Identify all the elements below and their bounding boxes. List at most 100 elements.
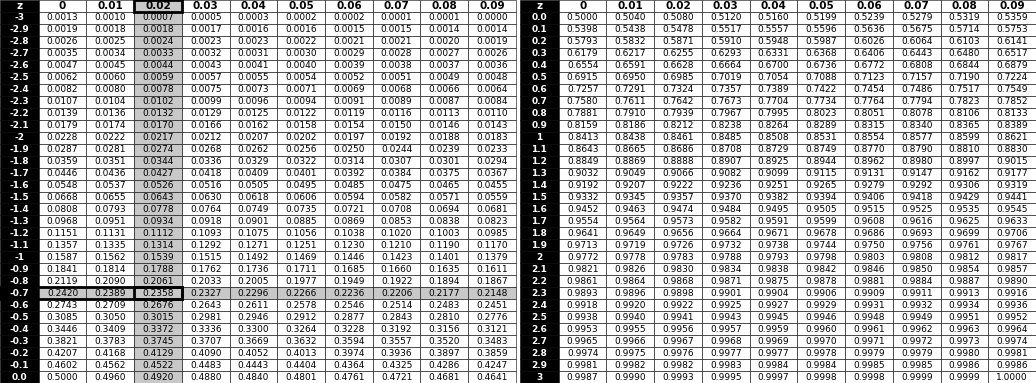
- Text: 0.5948: 0.5948: [757, 38, 789, 46]
- Bar: [606, 287, 654, 299]
- Text: 0.9932: 0.9932: [901, 301, 932, 310]
- Bar: [468, 48, 516, 60]
- Text: 0.0069: 0.0069: [334, 85, 365, 94]
- Text: 0.9345: 0.9345: [614, 193, 646, 202]
- Text: 0.9971: 0.9971: [854, 337, 885, 345]
- Bar: [373, 60, 421, 72]
- Text: 0.8869: 0.8869: [614, 157, 646, 166]
- Text: 0.9983: 0.9983: [710, 360, 742, 370]
- Bar: [421, 12, 468, 24]
- Text: 0.1038: 0.1038: [334, 229, 365, 238]
- Text: 0.9693: 0.9693: [901, 229, 932, 238]
- Bar: [702, 203, 750, 215]
- Text: 0.2119: 0.2119: [47, 277, 79, 286]
- Bar: [750, 96, 798, 108]
- Bar: [654, 0, 702, 12]
- Bar: [468, 192, 516, 203]
- Text: 0.9864: 0.9864: [614, 277, 646, 286]
- Bar: [750, 84, 798, 96]
- Text: 0.7995: 0.7995: [757, 109, 789, 118]
- Bar: [893, 168, 941, 180]
- Bar: [750, 239, 798, 251]
- Bar: [750, 287, 798, 299]
- Text: 0.8133: 0.8133: [997, 109, 1028, 118]
- Text: 0.1660: 0.1660: [381, 265, 412, 274]
- Bar: [134, 144, 182, 155]
- Text: 0.2148: 0.2148: [477, 289, 508, 298]
- Text: 0.9812: 0.9812: [949, 253, 980, 262]
- Bar: [558, 155, 606, 168]
- Bar: [278, 36, 325, 48]
- Text: 0.3409: 0.3409: [94, 325, 126, 334]
- Text: -2.4: -2.4: [9, 85, 29, 94]
- Bar: [988, 371, 1036, 383]
- Text: 0.0262: 0.0262: [238, 145, 269, 154]
- Text: -0.3: -0.3: [9, 337, 29, 345]
- Text: 0.0049: 0.0049: [429, 73, 460, 82]
- Text: 0.6026: 0.6026: [854, 38, 885, 46]
- Text: 0.7123: 0.7123: [854, 73, 885, 82]
- Text: 0.3156: 0.3156: [429, 325, 460, 334]
- Bar: [988, 228, 1036, 239]
- Bar: [278, 347, 325, 359]
- Bar: [941, 108, 988, 119]
- Text: 0.9744: 0.9744: [806, 241, 837, 250]
- Text: 0.8023: 0.8023: [806, 109, 837, 118]
- Bar: [134, 287, 182, 299]
- Bar: [230, 60, 278, 72]
- Text: 2.5: 2.5: [531, 313, 547, 322]
- Bar: [278, 132, 325, 144]
- Text: 0.9968: 0.9968: [710, 337, 742, 345]
- Text: 0.4052: 0.4052: [238, 349, 269, 358]
- Bar: [182, 96, 230, 108]
- Bar: [134, 287, 182, 299]
- Text: 0.6: 0.6: [531, 85, 547, 94]
- Bar: [86, 228, 134, 239]
- Bar: [893, 275, 941, 287]
- Text: 0.0019: 0.0019: [477, 38, 508, 46]
- Text: 0.0485: 0.0485: [334, 181, 365, 190]
- Bar: [230, 180, 278, 192]
- Bar: [134, 108, 182, 119]
- Bar: [893, 119, 941, 132]
- Bar: [182, 228, 230, 239]
- Bar: [654, 60, 702, 72]
- Text: 0.9817: 0.9817: [997, 253, 1028, 262]
- Text: 0.7967: 0.7967: [710, 109, 742, 118]
- Bar: [373, 24, 421, 36]
- Bar: [988, 60, 1036, 72]
- Bar: [230, 323, 278, 335]
- Text: 0.0016: 0.0016: [237, 25, 269, 34]
- Text: 0.1170: 0.1170: [477, 241, 508, 250]
- Text: 0.0031: 0.0031: [237, 49, 269, 58]
- Bar: [86, 180, 134, 192]
- Text: 0.9979: 0.9979: [854, 349, 885, 358]
- Bar: [558, 192, 606, 203]
- Text: 0.0869: 0.0869: [334, 217, 365, 226]
- Text: 0.0274: 0.0274: [142, 145, 174, 154]
- Bar: [798, 155, 845, 168]
- Text: 0.3: 0.3: [531, 49, 547, 58]
- Text: -2.9: -2.9: [9, 25, 29, 34]
- Bar: [86, 299, 134, 311]
- Bar: [373, 72, 421, 84]
- Bar: [606, 228, 654, 239]
- Bar: [0, 299, 38, 311]
- Bar: [373, 228, 421, 239]
- Bar: [468, 24, 516, 36]
- Bar: [845, 119, 893, 132]
- Bar: [798, 24, 845, 36]
- Text: 0.0024: 0.0024: [142, 38, 174, 46]
- Bar: [845, 203, 893, 215]
- Bar: [750, 155, 798, 168]
- Text: 0.0020: 0.0020: [429, 38, 460, 46]
- Bar: [520, 155, 558, 168]
- Text: 0.2643: 0.2643: [190, 301, 222, 310]
- Bar: [38, 48, 86, 60]
- Bar: [654, 299, 702, 311]
- Bar: [845, 323, 893, 335]
- Bar: [468, 144, 516, 155]
- Text: -2.5: -2.5: [9, 73, 29, 82]
- Bar: [520, 60, 558, 72]
- Text: 0.0119: 0.0119: [334, 109, 365, 118]
